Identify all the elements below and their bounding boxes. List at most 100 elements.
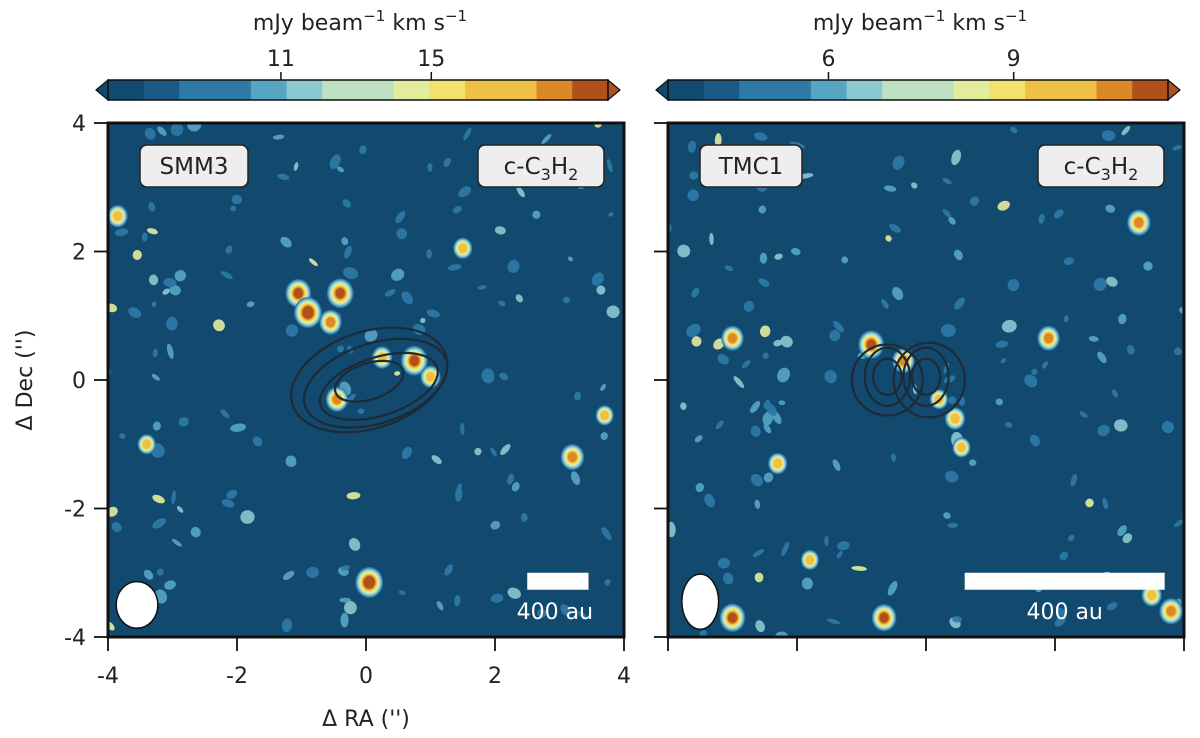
emission-peak: [719, 603, 746, 632]
noise-blob: [774, 253, 783, 260]
noise-blob: [691, 336, 702, 347]
noise-blob: [562, 296, 570, 304]
noise-blob: [1114, 419, 1128, 432]
emission-peak: [595, 405, 614, 426]
noise-blob: [252, 436, 263, 447]
noise-blob: [722, 572, 734, 585]
noise-blob: [111, 521, 122, 533]
noise-blob: [500, 444, 511, 455]
colorbar-tick-label: 15: [417, 47, 445, 72]
noise-blob: [537, 608, 547, 618]
noise-blob: [942, 177, 952, 185]
right-map-background: [668, 123, 1184, 637]
noise-blob: [499, 372, 509, 381]
noise-blob: [306, 566, 319, 578]
noise-blob: [1173, 519, 1184, 527]
x-tick-label: -4: [97, 664, 119, 689]
noise-blob: [162, 288, 170, 295]
noise-blob: [1054, 616, 1066, 627]
noise-blob: [695, 483, 705, 493]
noise-blob: [1172, 145, 1182, 151]
noise-blob: [431, 455, 442, 465]
noise-blob: [884, 185, 897, 192]
noise-blob: [841, 256, 849, 264]
noise-blob: [272, 134, 285, 140]
emission-peak: [326, 278, 354, 309]
noise-blob: [420, 317, 426, 324]
noise-blob: [151, 373, 160, 381]
left-colorbar-ticks: 11 15: [267, 47, 445, 80]
colorbar-segment: [846, 80, 883, 100]
noise-blob: [942, 209, 951, 218]
noise-blob: [824, 370, 837, 384]
noise-blob: [1097, 424, 1110, 437]
noise-blob: [724, 265, 734, 272]
x-tick-label: -2: [226, 664, 248, 689]
noise-blob: [945, 470, 959, 483]
noise-blob: [837, 541, 850, 551]
noise-blob: [391, 268, 405, 281]
emission-peak: [871, 604, 897, 632]
noise-blob: [520, 512, 528, 523]
noise-blob: [152, 494, 165, 504]
noise-blob: [364, 329, 378, 342]
left-axes: -4 -2 0 2 4 4 2 0 -2 -4: [64, 112, 631, 689]
contour-line: [850, 343, 924, 417]
noise-blob: [1112, 389, 1119, 398]
noise-blob: [1088, 336, 1099, 342]
noise-blob: [1079, 411, 1088, 418]
left-source-text: SMM3: [160, 154, 229, 180]
noise-blob: [277, 173, 290, 180]
noise-blob: [689, 171, 699, 180]
noise-blob: [344, 245, 352, 259]
noise-blob: [132, 250, 142, 260]
noise-blob: [384, 289, 396, 297]
noise-blob: [1085, 498, 1094, 508]
left-beam-ellipse: [115, 580, 159, 629]
noise-blob: [832, 320, 844, 333]
noise-blob: [281, 618, 293, 633]
noise-blob: [754, 499, 761, 510]
noise-blob: [156, 568, 164, 576]
left-emission-peaks: [108, 204, 614, 598]
contour-line: [863, 346, 911, 407]
noise-blob: [677, 244, 691, 258]
noise-blob: [836, 550, 843, 559]
noise-blob: [176, 506, 184, 513]
noise-blob: [1000, 358, 1007, 364]
noise-blob: [608, 211, 614, 217]
colorbar-segment: [1025, 80, 1062, 100]
noise-blob: [995, 398, 1003, 406]
noise-blob: [444, 564, 453, 576]
y-axis-label: Δ Dec (''): [13, 330, 38, 431]
noise-blob: [601, 527, 612, 540]
noise-blob: [699, 629, 707, 637]
noise-blob: [754, 572, 764, 583]
noise-blob: [426, 249, 433, 259]
y-tick-label: -2: [64, 498, 86, 523]
noise-blob: [394, 371, 401, 376]
right-molecule-text: c-C3H2: [1064, 154, 1139, 184]
noise-blob: [474, 447, 482, 456]
noise-blob: [187, 123, 202, 132]
contour-line: [318, 351, 439, 421]
colorbar-segment: [465, 80, 502, 100]
colorbar-frame: [107, 79, 609, 101]
noise-blob: [329, 154, 341, 170]
noise-blob: [591, 272, 604, 286]
colorbar-arrow-high: [1167, 78, 1181, 102]
right-continuum-contours: [850, 341, 966, 419]
left-colorbar: mJy beam−1 km s−1 11 15: [95, 7, 621, 102]
noise-blob: [1068, 534, 1075, 542]
colorbar-arrow-high: [607, 78, 621, 102]
noise-blob: [339, 597, 352, 603]
noise-blob: [687, 189, 699, 202]
noise-blob: [717, 354, 729, 365]
right-molecule-label: c-C3H2: [1037, 144, 1165, 188]
noise-blob: [341, 565, 350, 571]
noise-blob: [427, 162, 433, 172]
noise-blob: [220, 271, 233, 280]
noise-blob: [763, 399, 771, 410]
noise-blob: [1038, 213, 1045, 224]
noise-blob: [157, 126, 167, 136]
